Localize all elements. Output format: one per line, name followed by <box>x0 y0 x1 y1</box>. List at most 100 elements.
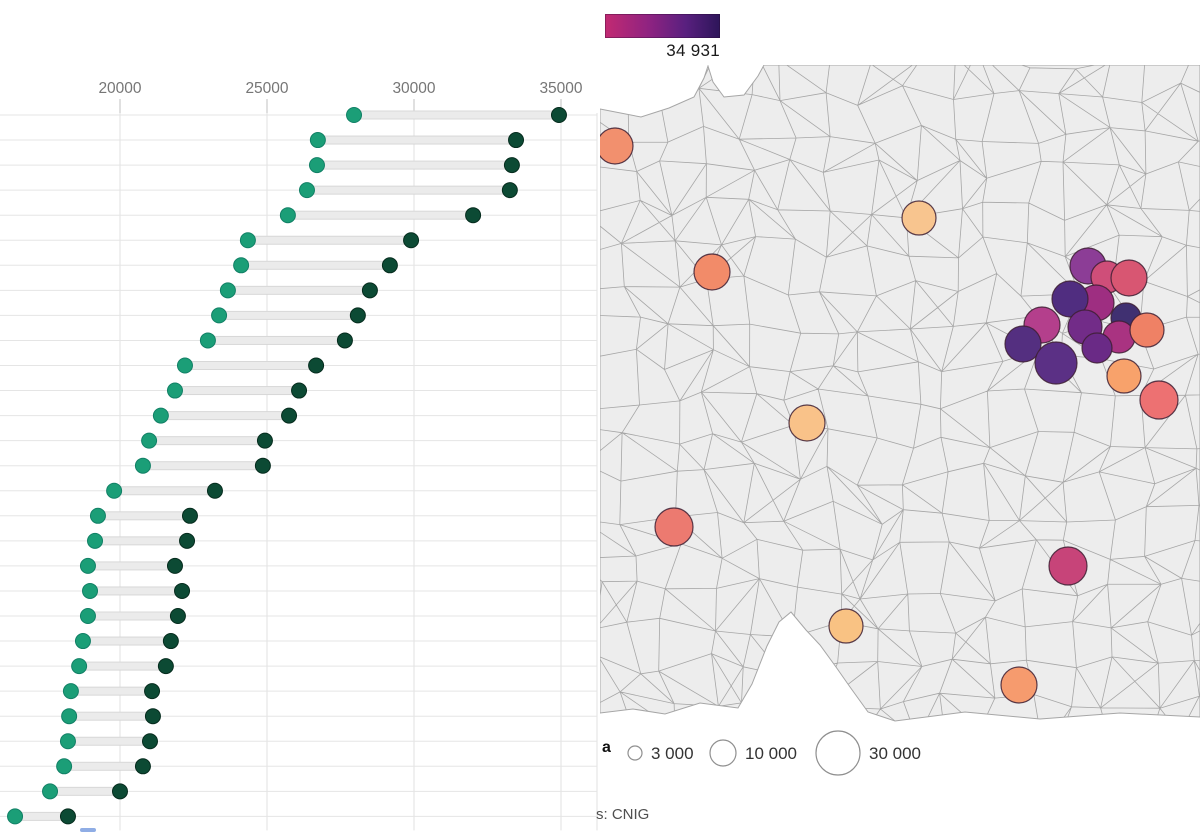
color-legend: 34 931 <box>605 14 720 61</box>
municipality-bubble[interactable] <box>1000 666 1038 704</box>
municipality-bubble[interactable] <box>600 127 634 165</box>
max-dot[interactable] <box>381 257 398 274</box>
max-dot[interactable] <box>256 432 273 449</box>
municipality-bubble[interactable] <box>1034 341 1078 385</box>
municipality-mesh <box>600 65 1200 721</box>
municipality-bubble[interactable] <box>1048 546 1088 586</box>
max-dot[interactable] <box>501 182 518 199</box>
min-dot[interactable] <box>61 708 78 725</box>
dumbbell-bar <box>97 511 191 521</box>
min-dot[interactable] <box>176 357 193 374</box>
max-dot[interactable] <box>181 507 198 524</box>
dumbbell-bar <box>89 586 183 596</box>
municipality-bubble[interactable] <box>901 200 937 236</box>
municipality-bubble[interactable] <box>654 507 694 547</box>
min-dot[interactable] <box>74 633 91 650</box>
min-dot[interactable] <box>346 107 363 123</box>
municipality-bubble[interactable] <box>1139 380 1179 420</box>
min-dot[interactable] <box>7 808 24 825</box>
municipality-bubble[interactable] <box>1110 259 1148 297</box>
max-dot[interactable] <box>169 608 186 624</box>
max-dot[interactable] <box>465 207 482 224</box>
color-legend-max-label: 34 931 <box>666 41 720 60</box>
min-dot[interactable] <box>239 232 256 249</box>
max-dot[interactable] <box>59 808 76 825</box>
dumbbell-bar <box>160 411 290 421</box>
max-dot[interactable] <box>134 758 151 775</box>
min-dot[interactable] <box>79 557 96 574</box>
min-dot[interactable] <box>211 307 228 324</box>
min-dot[interactable] <box>82 582 99 599</box>
municipality-bubble[interactable] <box>1004 325 1042 363</box>
min-dot[interactable] <box>89 507 106 524</box>
map-panel: 34 931 a 3 000 10 000 30 000 s: CNIG <box>596 0 1200 840</box>
max-dot[interactable] <box>403 232 420 249</box>
min-dot[interactable] <box>134 457 151 474</box>
max-dot[interactable] <box>550 107 567 123</box>
mesh-lines <box>600 65 1200 721</box>
municipality-bubble[interactable] <box>828 608 864 644</box>
max-dot[interactable] <box>503 157 520 174</box>
max-dot[interactable] <box>336 332 353 349</box>
size-legend-prefix: a <box>602 739 611 756</box>
municipality-bubble[interactable] <box>693 253 731 291</box>
max-dot[interactable] <box>308 357 325 374</box>
municipality-bubble[interactable] <box>1081 332 1113 364</box>
x-axis-tick-label: 20000 <box>98 80 141 97</box>
dumbbell-bar <box>184 361 317 370</box>
min-dot[interactable] <box>87 532 104 549</box>
municipality-bubble[interactable] <box>1106 358 1142 394</box>
min-dot[interactable] <box>309 132 326 149</box>
max-dot[interactable] <box>144 708 161 725</box>
min-dot[interactable] <box>199 332 216 349</box>
min-dot[interactable] <box>106 482 123 499</box>
x-axis-tick-label: 30000 <box>392 80 435 97</box>
min-dot[interactable] <box>219 282 236 299</box>
municipality-bubble[interactable] <box>1129 312 1165 348</box>
size-legend-label: 3 000 <box>651 744 694 763</box>
color-gradient-bar <box>605 14 720 38</box>
max-dot[interactable] <box>162 633 179 650</box>
dumbbell-bar <box>70 686 153 696</box>
min-dot[interactable] <box>79 608 96 624</box>
municipality-bubble[interactable] <box>1051 280 1089 318</box>
max-dot[interactable] <box>112 783 128 800</box>
dumbbell-bar <box>207 335 346 345</box>
dumbbell-bar <box>78 661 167 671</box>
min-dot[interactable] <box>62 683 79 700</box>
max-dot[interactable] <box>291 382 308 399</box>
min-dot[interactable] <box>298 182 315 199</box>
max-dot[interactable] <box>144 683 161 700</box>
min-dot[interactable] <box>56 758 73 775</box>
min-dot[interactable] <box>42 783 59 800</box>
min-dot[interactable] <box>71 658 88 675</box>
min-dot[interactable] <box>308 157 325 174</box>
dumbbell-bar <box>174 386 300 396</box>
max-dot[interactable] <box>508 132 525 149</box>
min-dot[interactable] <box>166 382 183 399</box>
dumbbell-bar <box>240 260 391 270</box>
min-dot[interactable] <box>59 733 76 750</box>
min-dot[interactable] <box>233 257 250 274</box>
dumbbell-bar <box>247 235 412 245</box>
dumbbell-bar <box>113 486 216 496</box>
max-dot[interactable] <box>361 282 378 299</box>
max-dot[interactable] <box>166 557 183 574</box>
min-dot[interactable] <box>279 207 296 224</box>
max-dot[interactable] <box>254 457 271 474</box>
max-dot[interactable] <box>174 582 191 599</box>
max-dot[interactable] <box>157 658 174 675</box>
max-dot[interactable] <box>206 482 223 499</box>
max-dot[interactable] <box>141 733 158 750</box>
municipality-bubble[interactable] <box>788 404 826 442</box>
dumbbell-bar <box>68 711 154 721</box>
region-fill <box>600 65 1200 721</box>
min-dot[interactable] <box>141 432 158 449</box>
dumbbell-bar <box>287 210 474 220</box>
max-dot[interactable] <box>281 407 298 424</box>
size-legend-circles: 3 000 10 000 30 000 <box>627 730 921 776</box>
x-axis-tick-label: 35000 <box>539 80 582 97</box>
max-dot[interactable] <box>349 307 366 324</box>
min-dot[interactable] <box>152 407 169 424</box>
max-dot[interactable] <box>179 532 196 549</box>
